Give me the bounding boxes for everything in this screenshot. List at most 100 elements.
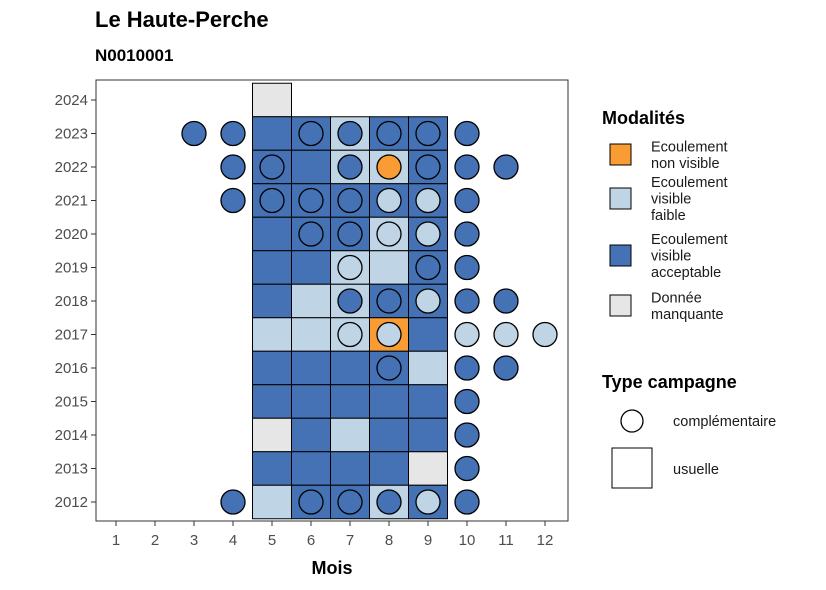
- point-complementaire: [415, 154, 441, 180]
- legend-label: usuelle: [673, 462, 719, 478]
- tile-usuelle: [291, 250, 331, 285]
- point-complementaire: [220, 120, 246, 147]
- x-tick-label: 6: [307, 532, 315, 549]
- x-tick-label: 3: [190, 532, 198, 549]
- legend-title-modalites: Modalités: [602, 108, 685, 128]
- point-complementaire: [454, 221, 480, 247]
- point-complementaire: [298, 187, 324, 214]
- tile-usuelle: [252, 216, 292, 252]
- point-complementaire: [493, 321, 519, 348]
- point-complementaire: [259, 187, 285, 214]
- point-complementaire: [454, 422, 480, 448]
- legend-key-acceptable: [609, 244, 632, 267]
- y-tick-label: 2017: [55, 327, 88, 344]
- tile-usuelle: [408, 384, 448, 419]
- x-tick-label: 8: [385, 532, 393, 549]
- point-complementaire: [415, 120, 441, 147]
- point-complementaire: [415, 187, 441, 214]
- point-complementaire: [493, 355, 519, 381]
- legend-label: visible: [651, 192, 691, 208]
- plot-area: [96, 80, 568, 521]
- point-complementaire: [376, 221, 402, 247]
- point-complementaire: [298, 489, 324, 515]
- legend-title-campagne: Type campagne: [602, 372, 737, 392]
- chart-subtitle: N0010001: [95, 46, 174, 65]
- tile-usuelle: [252, 82, 292, 118]
- point-complementaire: [454, 288, 480, 314]
- tile-usuelle: [291, 149, 331, 185]
- tile-usuelle: [252, 250, 292, 285]
- point-complementaire: [454, 388, 480, 415]
- y-tick-label: 2014: [55, 427, 88, 444]
- point-complementaire: [337, 187, 363, 214]
- legend-key-circle: [620, 409, 644, 433]
- point-complementaire: [454, 455, 480, 482]
- tile-usuelle: [252, 417, 292, 453]
- chart-title: Le Haute-Perche: [95, 7, 269, 32]
- legend-label: visible: [651, 249, 691, 265]
- y-tick-label: 2020: [55, 226, 88, 243]
- x-tick-label: 1: [112, 532, 120, 549]
- legend-label: non visible: [651, 156, 720, 172]
- legend-key-square: [611, 447, 653, 489]
- y-tick-label: 2018: [55, 293, 88, 310]
- tile-usuelle: [291, 350, 331, 386]
- tile-usuelle: [369, 451, 409, 486]
- x-tick-label: 9: [424, 532, 432, 549]
- x-tick-label: 7: [346, 532, 354, 549]
- point-complementaire: [376, 489, 402, 515]
- point-complementaire: [493, 154, 519, 180]
- legend-label: acceptable: [651, 265, 721, 281]
- legend-label: Ecoulement: [651, 139, 728, 155]
- point-complementaire: [220, 187, 246, 214]
- point-complementaire: [259, 154, 285, 180]
- point-complementaire: [454, 254, 480, 281]
- y-tick-label: 2024: [55, 92, 88, 109]
- point-complementaire: [454, 120, 480, 147]
- point-complementaire: [337, 288, 363, 314]
- y-tick-label: 2013: [55, 461, 88, 478]
- legend-key-non_visible: [609, 143, 632, 166]
- y-tick-label: 2012: [55, 494, 88, 511]
- x-tick-label: 4: [229, 532, 237, 549]
- tile-usuelle: [291, 283, 331, 319]
- x-tick-label: 11: [498, 532, 514, 549]
- tile-usuelle: [252, 384, 292, 419]
- tile-usuelle: [330, 417, 370, 453]
- point-complementaire: [454, 187, 480, 214]
- point-complementaire: [454, 355, 480, 381]
- tile-usuelle: [252, 451, 292, 486]
- point-complementaire: [493, 288, 519, 314]
- point-complementaire: [337, 120, 363, 147]
- tile-usuelle: [408, 317, 448, 352]
- legend-label: Ecoulement: [651, 175, 728, 191]
- point-complementaire: [454, 489, 480, 515]
- y-tick-label: 2015: [55, 394, 88, 411]
- tile-usuelle: [291, 451, 331, 486]
- point-complementaire: [376, 355, 402, 381]
- point-complementaire: [220, 154, 246, 180]
- point-complementaire: [415, 254, 441, 281]
- x-tick-label: 12: [537, 532, 554, 549]
- tile-usuelle: [330, 451, 370, 486]
- tile-usuelle: [369, 384, 409, 419]
- point-complementaire: [415, 221, 441, 247]
- tile-usuelle: [369, 417, 409, 453]
- legend-label: manquante: [651, 307, 724, 323]
- tile-usuelle: [291, 317, 331, 352]
- legend-key-faible: [609, 187, 632, 210]
- point-complementaire: [376, 288, 402, 314]
- point-complementaire: [376, 321, 402, 348]
- tile-usuelle: [408, 451, 448, 486]
- axes: 2012 2013 2014 2015 2016 2017 2018 2019 2020 2021…: [55, 79, 569, 578]
- point-complementaire: [298, 221, 324, 247]
- tile-usuelle: [252, 317, 292, 352]
- tile-usuelle: [330, 350, 370, 386]
- y-tick-label: 2016: [55, 360, 88, 377]
- legend-label: complémentaire: [673, 414, 776, 430]
- tile-usuelle: [408, 417, 448, 453]
- point-complementaire: [337, 254, 363, 281]
- tile-usuelle: [291, 417, 331, 453]
